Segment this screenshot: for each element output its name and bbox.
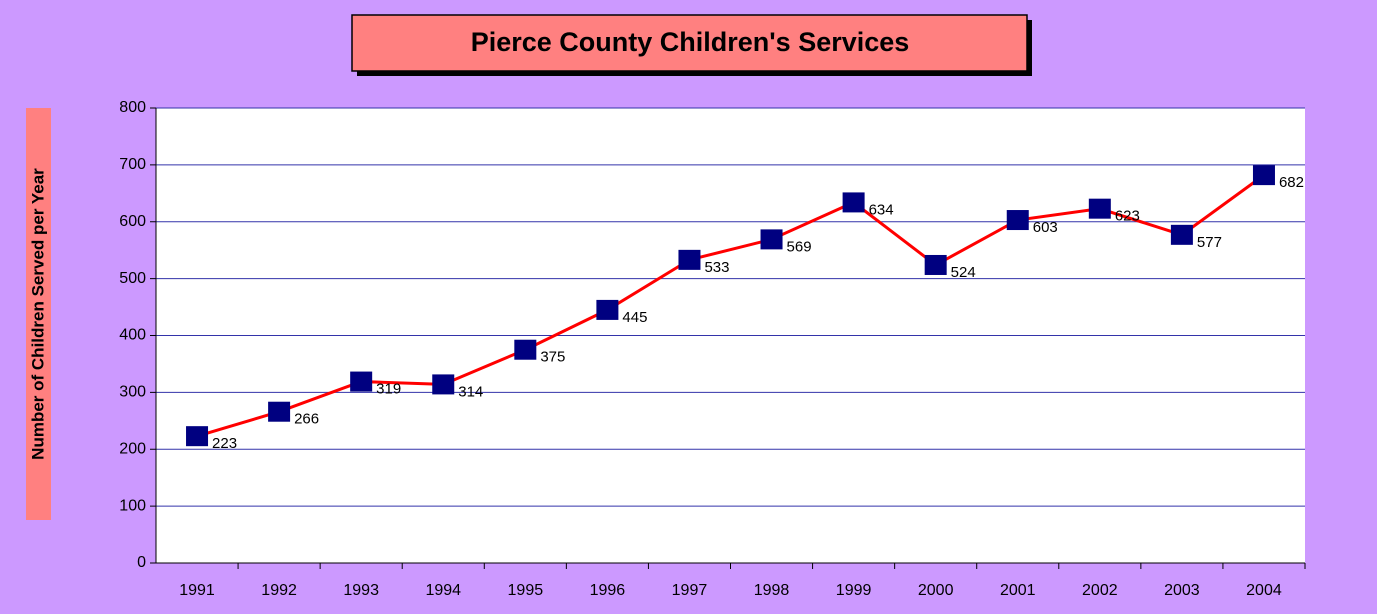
data-label: 533 <box>704 259 729 276</box>
data-label: 569 <box>787 238 812 255</box>
x-tick-label: 2004 <box>1246 582 1282 599</box>
marker <box>350 371 373 392</box>
marker <box>596 299 619 320</box>
marker <box>678 249 701 270</box>
y-tick-label: 500 <box>119 270 146 287</box>
x-tick-label: 1998 <box>754 582 790 599</box>
y-label-box <box>26 108 51 520</box>
x-tick-label: 2001 <box>1000 582 1036 599</box>
y-tick-label: 100 <box>119 497 146 514</box>
marker <box>1252 165 1275 186</box>
marker <box>842 192 865 213</box>
y-tick-label: 200 <box>119 440 146 457</box>
y-tick-label: 700 <box>119 156 146 173</box>
data-label: 603 <box>1033 219 1058 236</box>
x-tick-label: 2002 <box>1082 582 1118 599</box>
x-tick-label: 1993 <box>343 582 379 599</box>
title-box <box>351 14 1028 72</box>
data-label: 266 <box>294 411 319 428</box>
data-label: 577 <box>1197 234 1222 251</box>
y-tick-label: 800 <box>119 99 146 116</box>
marker <box>268 401 291 422</box>
x-tick-label: 1992 <box>261 582 297 599</box>
x-tick-label: 1994 <box>425 582 461 599</box>
marker <box>1088 198 1111 219</box>
x-tick-label: 1999 <box>836 582 872 599</box>
y-axis-label: Number of Children Served per Year <box>28 168 47 460</box>
data-label: 375 <box>540 349 565 366</box>
x-tick-label: 1991 <box>179 582 215 599</box>
marker <box>432 374 455 395</box>
x-tick-label: 2003 <box>1164 582 1200 599</box>
y-tick-label: 400 <box>119 327 146 344</box>
data-label: 319 <box>376 381 401 398</box>
marker <box>1006 210 1029 231</box>
marker <box>1170 224 1193 245</box>
marker <box>924 254 947 275</box>
data-label: 623 <box>1115 208 1140 225</box>
x-tick-label: 2000 <box>918 582 954 599</box>
data-label: 314 <box>458 383 483 400</box>
data-label: 445 <box>622 309 647 326</box>
y-tick-label: 0 <box>137 554 146 571</box>
line <box>196 173 1265 438</box>
x-tick-label: 1995 <box>508 582 544 599</box>
marker <box>514 339 537 360</box>
data-label: 634 <box>869 201 894 218</box>
x-tick-label: 1996 <box>590 582 626 599</box>
y-tick-label: 300 <box>119 384 146 401</box>
data-label: 223 <box>212 435 237 452</box>
marker <box>760 229 783 250</box>
chart-title: Pierce County Children's Services <box>471 27 910 57</box>
y-tick-label: 600 <box>119 213 146 230</box>
x-tick-label: 1997 <box>672 582 708 599</box>
data-label: 524 <box>951 264 976 281</box>
marker <box>186 426 209 447</box>
data-label: 682 <box>1279 174 1304 191</box>
